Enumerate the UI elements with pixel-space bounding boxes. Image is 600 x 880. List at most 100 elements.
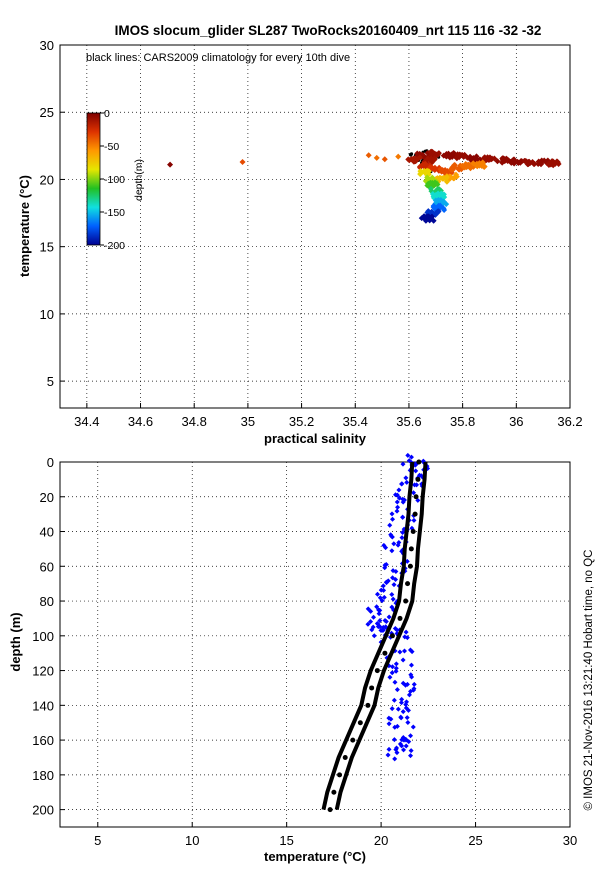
profile-climatology-point	[374, 668, 380, 674]
ts-climatology-point	[408, 152, 412, 157]
profile-glider-point	[401, 747, 407, 753]
profile-glider-point	[394, 750, 400, 756]
profile-glider-point	[395, 542, 401, 548]
profile-glider-point	[396, 487, 402, 493]
ts-y-tick-label: 15	[40, 240, 54, 255]
ts-data-point	[427, 214, 434, 221]
profile-climatology-point	[412, 511, 418, 517]
profile-glider-point	[403, 701, 409, 707]
profile-glider-point	[408, 748, 414, 754]
profile-glider-point	[382, 617, 388, 623]
ts-y-tick-label: 30	[40, 38, 54, 53]
profile-glider-point	[399, 696, 405, 702]
ts-data-point	[435, 150, 442, 157]
profile-glider-point	[377, 618, 383, 624]
ts-data-point	[545, 161, 552, 168]
profile-climatology-point	[357, 720, 363, 726]
profile-glider-point	[410, 724, 416, 730]
ts-data-point	[456, 152, 463, 159]
ts-data-point	[555, 161, 562, 168]
profile-glider-point	[404, 715, 410, 721]
ts-x-tick-label: 35.2	[289, 414, 314, 429]
ts-data-point	[395, 153, 402, 160]
ts-data-point	[470, 160, 477, 167]
profile-x-tick-label: 15	[279, 833, 293, 848]
ts-data-point	[461, 151, 468, 158]
profile-y-tick-label: 20	[40, 490, 54, 505]
profile-glider-point	[405, 452, 411, 458]
profile-climatology-point	[397, 615, 403, 621]
profile-glider-point	[399, 743, 405, 749]
profile-glider-point	[413, 468, 419, 474]
profile-y-ticks: 0 20 40 60 80 100 120 140 160 180 200	[32, 455, 65, 818]
profile-glider-point	[386, 614, 392, 620]
profile-glider-point	[394, 723, 400, 729]
profile-glider-point	[387, 674, 393, 680]
profile-climatology-point	[403, 598, 409, 604]
profile-glider-point	[399, 535, 405, 541]
ts-data-point	[523, 158, 530, 165]
ts-data-point	[421, 213, 428, 220]
ts-data-point	[373, 154, 380, 161]
profile-glider-point	[388, 716, 394, 722]
profile-glider-point	[394, 508, 400, 514]
profile-glider-point	[383, 579, 389, 585]
profile-glider-point	[368, 608, 374, 614]
profile-x-tick-label: 10	[185, 833, 199, 848]
ts-data-point	[416, 154, 423, 161]
profile-glider-point	[411, 517, 417, 523]
ts-data-point	[481, 154, 488, 161]
profile-climatology-point	[415, 476, 421, 482]
ts-data-point	[449, 164, 456, 171]
ts-data-point	[453, 173, 460, 180]
ts-data-point	[444, 152, 451, 159]
colorbar-ticks: 0 -50 -100 -150 -200	[100, 108, 125, 252]
ts-data-point	[518, 157, 525, 164]
profile-glider-point	[411, 681, 417, 687]
profile-glider-point	[400, 734, 406, 740]
profile-glider-point	[392, 625, 398, 631]
depth-colorbar	[86, 112, 101, 246]
ts-panel: 34.4 34.6 34.8 35 35.2 35.4 35.6 35.8 36 36.2 5 10…	[17, 38, 583, 446]
profile-glider-point	[371, 614, 377, 620]
profile-glider-point	[382, 562, 388, 568]
profile-glider-point	[390, 575, 396, 581]
profile-glider-point	[409, 649, 415, 655]
profile-glider-point	[386, 721, 392, 727]
profile-glider-point	[391, 697, 397, 703]
profile-climatology-point	[389, 633, 395, 639]
profile-glider-point	[394, 499, 400, 505]
profile-glider-point	[400, 709, 406, 715]
profile-glider-point	[375, 624, 381, 630]
ts-axes-box	[59, 44, 571, 409]
colorbar-tick-label: -200	[104, 240, 125, 252]
profile-glider-point	[400, 461, 406, 467]
ts-data-point	[538, 160, 545, 167]
ts-data-point	[441, 206, 448, 213]
ts-data-point	[481, 163, 488, 170]
ts-data-point	[437, 166, 444, 173]
profile-climatology-point	[331, 789, 337, 795]
ts-data-point	[434, 181, 441, 188]
ts-data-point	[427, 185, 434, 192]
profile-glider-point	[383, 545, 389, 551]
ts-data-point	[421, 167, 428, 174]
ts-data-point	[443, 174, 450, 181]
ts-data-point	[438, 192, 445, 199]
profile-climatology-point	[405, 581, 411, 587]
ts-gridlines	[60, 44, 571, 408]
profile-climatology-point	[365, 702, 371, 708]
profile-x-tick-label: 5	[94, 833, 101, 848]
ts-x-tick-label: 35.6	[396, 414, 421, 429]
profile-glider-point	[399, 481, 405, 487]
profile-glider-point	[403, 705, 409, 711]
ts-data-point	[167, 161, 174, 168]
ts-data-point	[430, 204, 437, 211]
profile-glider-point	[411, 490, 417, 496]
ts-x-tick-label: 36.2	[557, 414, 582, 429]
profile-climatology-point	[382, 650, 388, 656]
ts-data-point	[529, 159, 536, 166]
profile-glider-point	[387, 522, 393, 528]
profile-glider-point	[400, 514, 406, 520]
ts-data-point	[427, 157, 434, 164]
